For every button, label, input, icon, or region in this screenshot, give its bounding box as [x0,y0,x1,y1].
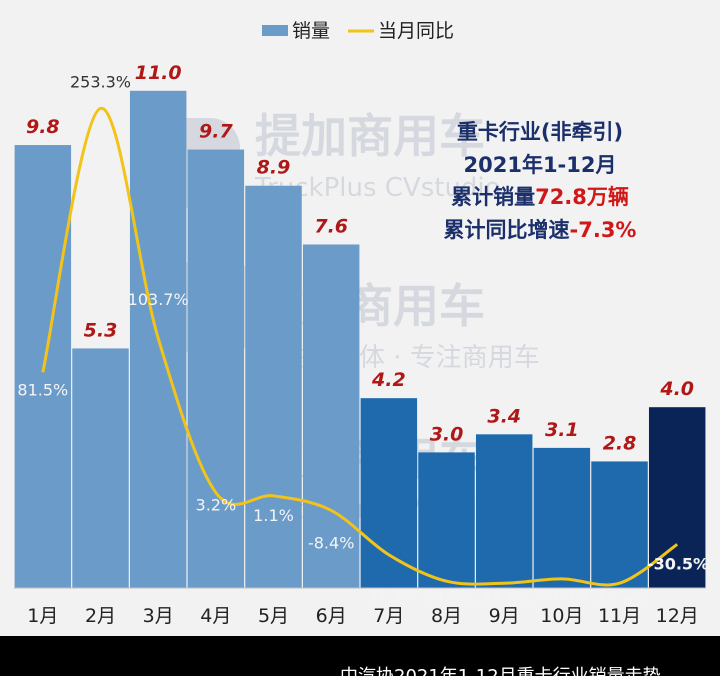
x-tick-5: 5月 [258,605,289,627]
x-tick-1: 1月 [27,605,58,627]
bar-value-label-9: 3.4 [487,405,521,427]
chart-svg: 提加商用车 TruckPlus CVstudio 提加商用车 专注自媒体 · 专… [14,20,709,627]
yoy-label-2: 253.3% [70,72,131,91]
x-tick-9: 9月 [489,605,520,627]
x-tick-12: 12月 [656,605,699,627]
x-tick-11: 11月 [598,605,641,627]
bar-value-label-10: 3.1 [545,419,579,441]
bar-2 [72,348,129,588]
yoy-label-10: -53.0% [534,584,591,603]
yoy-label-6: -8.4% [308,533,354,552]
bar-4 [187,149,245,588]
bar-6 [302,244,360,589]
x-tick-2: 2月 [85,605,116,627]
bar-value-label-12: 4.0 [659,378,694,400]
yoy-label-5: 1.1% [253,506,294,525]
watermark-sub-2: 专注自媒体 · 专注商用车 [255,343,540,373]
watermark-brand-1: 提加商用车 [255,109,485,163]
x-axis-ticks: 1月 2月 3月 4月 5月 6月 7月 8月 9月 10月 11月 12月 [27,605,699,627]
x-tick-7: 7月 [373,605,404,627]
yoy-label-12: -30.5% [647,554,709,573]
yoy-label-4: 3.2% [196,496,237,515]
annotation-line3: 累计销量72.8万辆 [451,185,629,209]
bar-value-label-11: 2.8 [603,432,637,454]
x-tick-6: 6月 [316,605,347,627]
bar-9 [475,434,533,588]
x-tick-3: 3月 [143,605,174,627]
yoy-line [41,106,679,587]
bar-8 [418,452,475,588]
bar-value-label-8: 3.0 [430,423,464,445]
yoy-label-11: -55.8% [591,591,648,610]
annotation-line2: 2021年1-12月 [464,153,617,177]
yoy-label-8: -54.5% [418,588,475,607]
legend-swatch-sales [262,25,288,36]
bar-value-label-1: 9.8 [26,116,60,138]
yoy-label-7: -37.3% [361,587,418,606]
footer-caption: 中汽协2021年1-12月重卡行业销量走势 [340,662,661,676]
bar-10 [533,447,591,588]
yoy-label-9: -55.8% [476,591,533,610]
yoy-label-1: 81.5% [17,380,68,399]
legend-label-sales: 销量 [292,20,330,42]
legend-label-yoy: 当月同比 [378,20,454,42]
bar-value-label-6: 7.6 [314,215,348,237]
x-tick-10: 10月 [540,605,583,627]
bar-value-label-3: 11.0 [135,62,182,84]
footer-bar: 中汽协2021年1-12月重卡行业销量走势 [0,636,720,676]
yoy-label-3: 103.7% [128,290,189,309]
bar-7 [360,398,418,588]
bar-value-label-4: 9.7 [199,121,233,143]
line-value-labels: 81.5% 253.3% 103.7% 3.2% 1.1% -8.4% -37.3% -54.… [17,72,709,610]
bar-11 [591,461,648,588]
x-tick-4: 4月 [200,605,231,627]
bar-5 [245,185,302,588]
bar-value-labels: 9.8 5.3 11.0 9.7 8.9 7.6 4.2 3.0 3.4 3.1 2.8 4.0 [26,62,694,455]
bar-value-label-5: 8.9 [257,157,291,179]
annotation-line4: 累计同比增速-7.3% [444,218,637,242]
x-tick-8: 8月 [431,605,462,627]
bar-value-label-2: 5.3 [84,319,118,341]
legend: 销量 当月同比 [262,20,454,42]
annotation-line1: 重卡行业(非牵引) [457,120,623,144]
annotation-box: 重卡行业(非牵引) 2021年1-12月 累计销量72.8万辆 累计同比增速-7… [444,120,637,242]
bar-value-label-7: 4.2 [371,369,406,391]
